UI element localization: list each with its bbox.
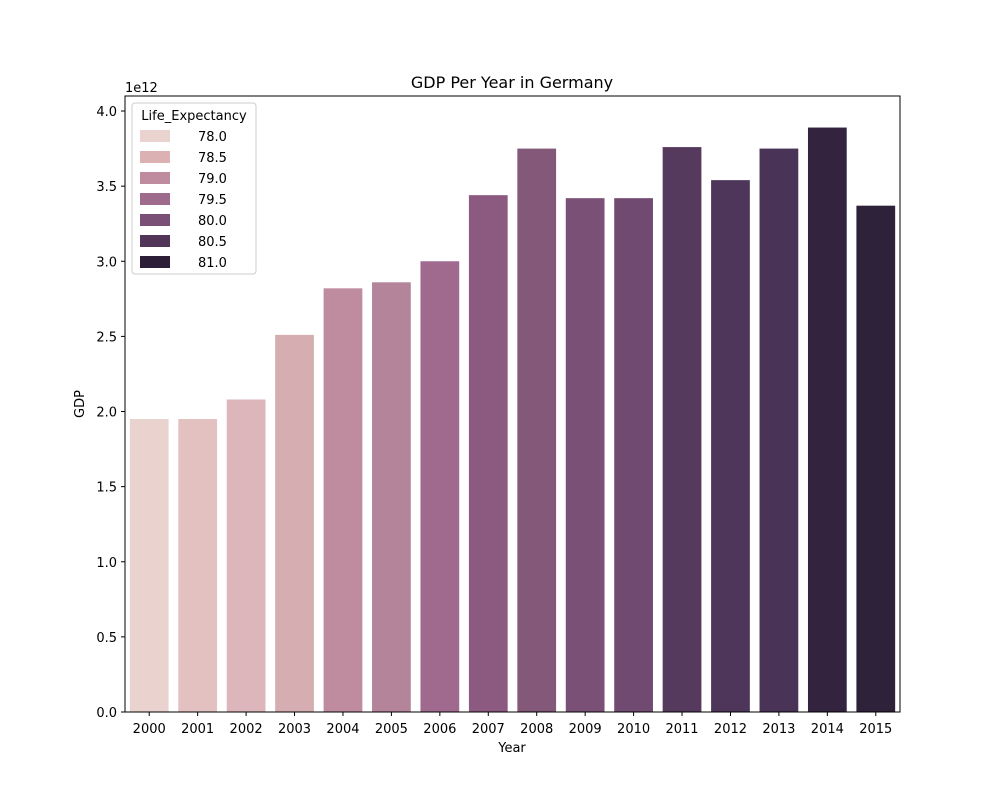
x-tick-label: 2009 (569, 722, 602, 737)
y-tick-label: 3.0 (96, 255, 117, 270)
legend-swatch (140, 130, 170, 142)
x-tick-label: 2002 (230, 722, 263, 737)
legend-box (131, 102, 257, 275)
legend-swatch (140, 235, 170, 247)
legend-entry-label: 78.0 (198, 130, 227, 145)
legend-swatch (140, 193, 170, 205)
y-scale-label: 1e12 (125, 81, 158, 96)
bar-2013 (759, 148, 799, 712)
x-tick-label: 2008 (520, 722, 553, 737)
x-tick-label: 2003 (278, 722, 311, 737)
legend-swatch (140, 151, 170, 163)
bar-2000 (129, 419, 169, 712)
x-tick-label: 2005 (375, 722, 408, 737)
bar-2005 (372, 282, 411, 712)
x-tick-label: 2011 (665, 722, 698, 737)
x-tick-label: 2006 (423, 722, 456, 737)
bar-2010 (614, 198, 653, 713)
bar-2004 (323, 288, 363, 712)
y-tick-label: 3.5 (96, 180, 117, 195)
bar-2011 (662, 147, 702, 712)
legend-entry-label: 81.0 (198, 256, 227, 271)
legend-entry-label: 79.0 (198, 172, 227, 187)
x-tick-label: 2007 (472, 722, 505, 737)
legend-entry-label: 80.5 (198, 235, 227, 250)
bar-2008 (517, 148, 557, 712)
y-tick-label: 1.5 (96, 481, 117, 496)
legend-entry-label: 80.0 (198, 214, 227, 229)
chart-title: GDP Per Year in Germany (411, 73, 613, 92)
y-tick-label: 4.0 (96, 105, 117, 120)
legend-title: Life_Expectancy (141, 109, 247, 124)
y-axis-label: GDP (73, 390, 88, 418)
bar-2009 (565, 198, 605, 713)
x-tick-label: 2014 (811, 722, 844, 737)
bar-2006 (420, 261, 460, 712)
legend-swatch (140, 172, 170, 184)
legend-swatch (140, 214, 170, 226)
bar-2001 (178, 419, 218, 712)
bar-2012 (711, 180, 750, 712)
y-tick-label: 1.0 (96, 556, 117, 571)
legend-entry-label: 78.5 (198, 151, 227, 166)
bar-2002 (226, 399, 266, 712)
x-tick-label: 2000 (133, 722, 166, 737)
bar-2003 (275, 334, 314, 712)
y-tick-label: 2.5 (96, 330, 117, 345)
legend: Life_Expectancy 78.0 78.5 79.0 79.5 80.0 80.5… (131, 102, 257, 275)
x-tick-label: 2013 (762, 722, 795, 737)
y-ticks-group: 0.0 0.5 1.0 1.5 2.0 2.5 3.0 3.5 4.0 (96, 105, 125, 721)
x-tick-label: 2010 (617, 722, 650, 737)
plot-frame (124, 95, 901, 713)
x-tick-label: 2012 (714, 722, 747, 737)
bar-2007 (468, 195, 508, 712)
x-ticks-group: 2000 2001 2002 2003 2004 2005 2006 2007 2008 2009… (133, 712, 892, 737)
x-tick-label: 2004 (326, 722, 359, 737)
bar-2015 (856, 205, 896, 713)
bars-group (129, 127, 896, 713)
y-tick-label: 0.5 (96, 631, 117, 646)
x-tick-label: 2015 (859, 722, 892, 737)
bar-2014 (807, 127, 847, 713)
legend-entry-label: 79.5 (198, 193, 227, 208)
y-tick-label: 0.0 (96, 706, 117, 721)
x-axis-label: Year (497, 741, 526, 756)
x-tick-label: 2001 (181, 722, 214, 737)
y-tick-label: 2.0 (96, 406, 117, 421)
legend-swatch (140, 256, 170, 268)
